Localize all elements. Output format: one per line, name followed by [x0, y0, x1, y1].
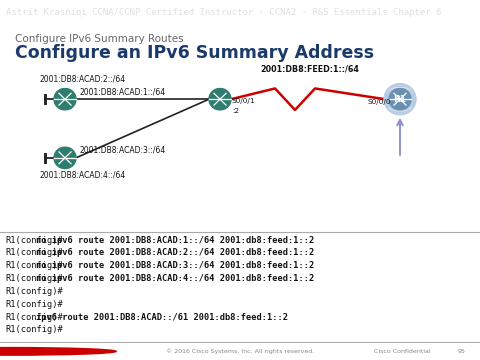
Text: R1(config)#: R1(config)# — [6, 274, 63, 283]
Circle shape — [54, 89, 76, 110]
Text: Astrit Krasniqi CCNA/CCNP Certified Instructor - CCNA2 - R&S Essentials Chapter : Astrit Krasniqi CCNA/CCNP Certified Inst… — [6, 8, 441, 17]
Text: R1(config)#: R1(config)# — [6, 287, 63, 296]
Text: R1(config)#: R1(config)# — [6, 300, 63, 309]
Text: no ipv6 route 2001:DB8:ACAD:1::/64 2001:db8:feed:1::2: no ipv6 route 2001:DB8:ACAD:1::/64 2001:… — [36, 235, 314, 244]
Text: 95: 95 — [458, 349, 466, 354]
Text: no ipv6 route 2001:DB8:ACAD:3::/64 2001:db8:feed:1::2: no ipv6 route 2001:DB8:ACAD:3::/64 2001:… — [36, 261, 314, 270]
Text: 2001:DB8:ACAD:2::/64: 2001:DB8:ACAD:2::/64 — [40, 75, 126, 84]
Text: R1(config)#: R1(config)# — [6, 235, 63, 244]
Circle shape — [54, 147, 76, 168]
Text: no ipv6 route 2001:DB8:ACAD:4::/64 2001:db8:feed:1::2: no ipv6 route 2001:DB8:ACAD:4::/64 2001:… — [36, 274, 314, 283]
Text: Configure an IPv6 Summary Address: Configure an IPv6 Summary Address — [15, 44, 374, 62]
Text: Cisco Confidential: Cisco Confidential — [374, 349, 431, 354]
Text: no ipv6 route 2001:DB8:ACAD:2::/64 2001:db8:feed:1::2: no ipv6 route 2001:DB8:ACAD:2::/64 2001:… — [36, 248, 314, 257]
Text: R1(config)#: R1(config)# — [6, 261, 63, 270]
Text: S0/0/0: S0/0/0 — [368, 99, 392, 105]
Text: S0/0/1: S0/0/1 — [232, 98, 255, 104]
Text: ipv6 route 2001:DB8:ACAD::/61 2001:db8:feed:1::2: ipv6 route 2001:DB8:ACAD::/61 2001:db8:f… — [36, 312, 288, 321]
Text: 2001:DB8:ACAD:3::/64: 2001:DB8:ACAD:3::/64 — [80, 146, 166, 155]
Circle shape — [389, 89, 411, 110]
Text: R1: R1 — [394, 95, 407, 104]
Text: R1(config)#: R1(config)# — [6, 312, 63, 321]
Text: 2001:DB8:ACAD:4::/64: 2001:DB8:ACAD:4::/64 — [40, 170, 126, 179]
Text: freeppt11: freeppt11 — [38, 349, 69, 354]
Circle shape — [384, 84, 416, 115]
Text: 2001:DB8:ACAD:1::/64: 2001:DB8:ACAD:1::/64 — [80, 87, 166, 96]
Text: 2001:DB8:FEED:1::/64: 2001:DB8:FEED:1::/64 — [260, 65, 359, 74]
Text: R1(config)#: R1(config)# — [6, 325, 63, 334]
Circle shape — [0, 347, 116, 355]
Circle shape — [209, 89, 231, 110]
Text: Configure IPv6 Summary Routes: Configure IPv6 Summary Routes — [15, 34, 184, 44]
Text: R1(config)#: R1(config)# — [6, 248, 63, 257]
Text: :2: :2 — [232, 108, 239, 114]
Text: © 2016 Cisco Systems, Inc. All rights reserved.: © 2016 Cisco Systems, Inc. All rights re… — [166, 348, 314, 354]
